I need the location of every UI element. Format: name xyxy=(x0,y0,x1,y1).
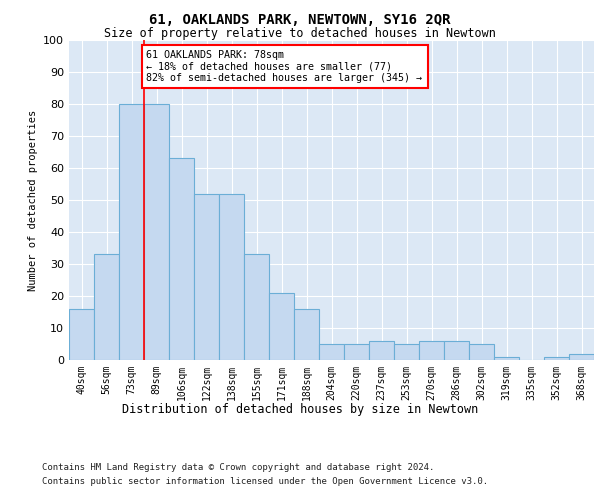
Bar xyxy=(394,344,419,360)
Bar xyxy=(269,293,294,360)
Bar xyxy=(494,357,519,360)
Bar xyxy=(444,341,469,360)
Bar xyxy=(344,344,369,360)
Text: Size of property relative to detached houses in Newtown: Size of property relative to detached ho… xyxy=(104,28,496,40)
Bar xyxy=(219,194,244,360)
Bar xyxy=(169,158,194,360)
Bar xyxy=(369,341,394,360)
Bar xyxy=(119,104,144,360)
Text: 61 OAKLANDS PARK: 78sqm
← 18% of detached houses are smaller (77)
82% of semi-de: 61 OAKLANDS PARK: 78sqm ← 18% of detache… xyxy=(146,50,422,83)
Bar xyxy=(319,344,344,360)
Bar xyxy=(469,344,494,360)
Bar xyxy=(419,341,444,360)
Bar xyxy=(69,309,94,360)
Bar xyxy=(544,357,569,360)
Y-axis label: Number of detached properties: Number of detached properties xyxy=(28,110,38,290)
Bar xyxy=(569,354,594,360)
Text: Contains public sector information licensed under the Open Government Licence v3: Contains public sector information licen… xyxy=(42,478,488,486)
Bar xyxy=(194,194,219,360)
Bar xyxy=(144,104,169,360)
Bar xyxy=(94,254,119,360)
Bar xyxy=(294,309,319,360)
Text: Distribution of detached houses by size in Newtown: Distribution of detached houses by size … xyxy=(122,402,478,415)
Text: Contains HM Land Registry data © Crown copyright and database right 2024.: Contains HM Land Registry data © Crown c… xyxy=(42,462,434,471)
Text: 61, OAKLANDS PARK, NEWTOWN, SY16 2QR: 61, OAKLANDS PARK, NEWTOWN, SY16 2QR xyxy=(149,12,451,26)
Bar xyxy=(244,254,269,360)
